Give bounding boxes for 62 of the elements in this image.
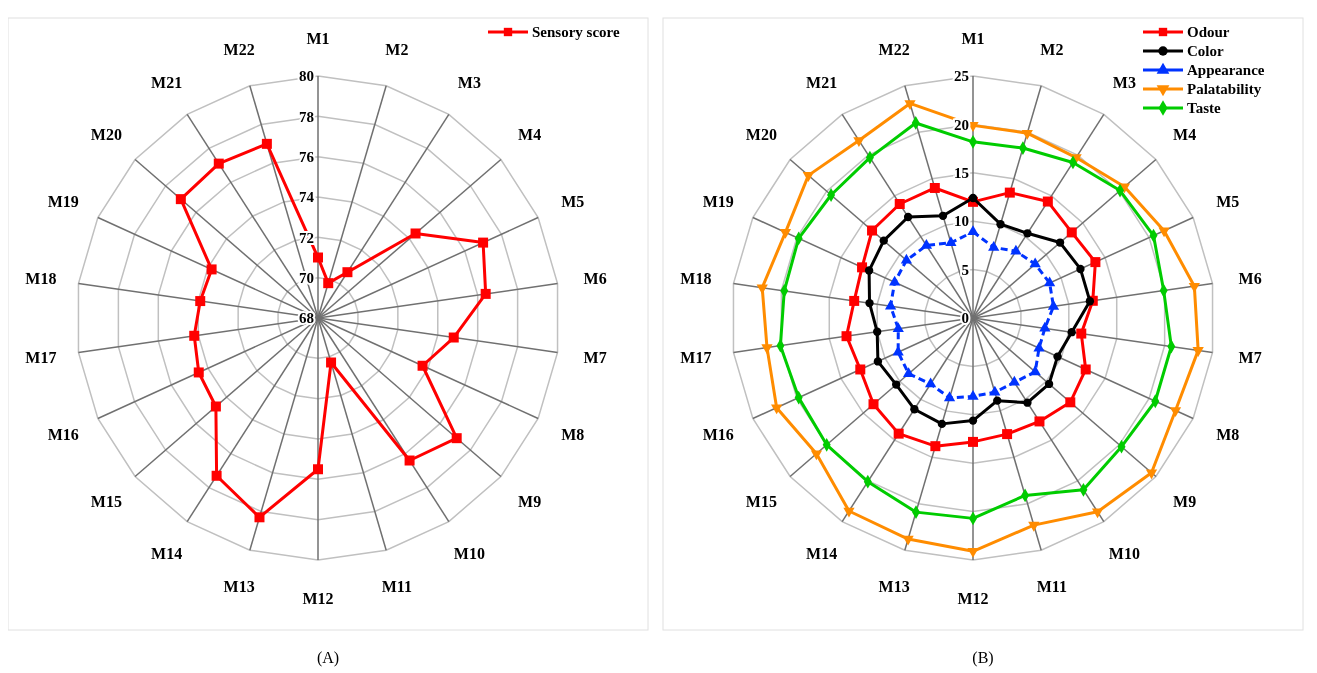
spoke-label: M20 — [90, 126, 122, 144]
spoke-label: M18 — [680, 269, 712, 287]
spoke-label: M17 — [25, 349, 57, 367]
spoke-label: M12 — [957, 589, 989, 607]
y-tick-label: 74 — [299, 189, 315, 206]
spoke-label: M14 — [151, 545, 183, 563]
spoke-label: M17 — [680, 349, 712, 367]
spoke-label: M7 — [583, 349, 607, 367]
spoke-label: M7 — [1238, 349, 1262, 367]
spoke-label: M4 — [518, 126, 542, 144]
spoke-label: M2 — [1040, 40, 1064, 58]
spoke-label: M9 — [1173, 492, 1197, 510]
text: (B) — [972, 649, 994, 667]
y-tick-label: 5 — [961, 261, 969, 278]
y-tick-label: 25 — [954, 68, 969, 85]
spoke-label: M1 — [961, 29, 985, 47]
spoke-label: M10 — [453, 545, 485, 563]
spoke-label: M15 — [745, 492, 777, 510]
y-tick-label: 70 — [299, 269, 314, 286]
y-tick-label: 68 — [299, 310, 314, 327]
spoke-label: M3 — [1112, 74, 1136, 92]
spoke-label: M8 — [561, 425, 585, 443]
spoke-label: M5 — [1216, 193, 1240, 211]
spoke-label: M6 — [1238, 269, 1262, 287]
spoke-label: M16 — [702, 425, 734, 443]
spoke-label: M8 — [1216, 425, 1240, 443]
text: (A) — [316, 649, 340, 667]
spoke-label: M1 — [306, 29, 330, 47]
spoke-label: M11 — [381, 578, 412, 596]
y-tick-label: 78 — [299, 108, 314, 125]
legend-label: Odour — [1187, 24, 1230, 41]
legend-label: Appearance — [1187, 62, 1265, 79]
spoke-label: M22 — [878, 40, 910, 58]
y-tick-label: 80 — [299, 68, 314, 85]
spoke-label: M21 — [806, 74, 838, 92]
spoke-label: M12 — [302, 589, 334, 607]
y-tick-label: 76 — [299, 148, 315, 165]
legend-label: Color — [1187, 43, 1224, 60]
spoke-label: M19 — [47, 193, 79, 211]
y-tick-label: 15 — [954, 165, 969, 182]
y-tick-label: 10 — [954, 213, 969, 230]
spoke-label: M2 — [385, 40, 409, 58]
legend-label: Sensory score — [532, 24, 620, 41]
spoke-label: M3 — [457, 74, 481, 92]
spoke-label: M19 — [702, 193, 734, 211]
spoke-label: M15 — [90, 492, 122, 510]
legend-label: Palatability — [1187, 81, 1262, 98]
spoke-label: M18 — [25, 269, 57, 287]
spoke-label: M13 — [878, 578, 910, 596]
spoke-label: M13 — [223, 578, 255, 596]
spoke-label: M11 — [1036, 578, 1067, 596]
spoke-label: M22 — [223, 40, 255, 58]
spoke-label: M20 — [745, 126, 777, 144]
spoke-label: M10 — [1108, 545, 1140, 563]
spoke-label: M16 — [47, 425, 79, 443]
legend-label: Taste — [1187, 100, 1221, 117]
spoke-label: M6 — [583, 269, 607, 287]
spoke-label: M4 — [1173, 126, 1197, 144]
spoke-label: M9 — [518, 492, 542, 510]
spoke-label: M5 — [561, 193, 585, 211]
spoke-label: M21 — [151, 74, 183, 92]
spoke-label: M14 — [806, 545, 838, 563]
